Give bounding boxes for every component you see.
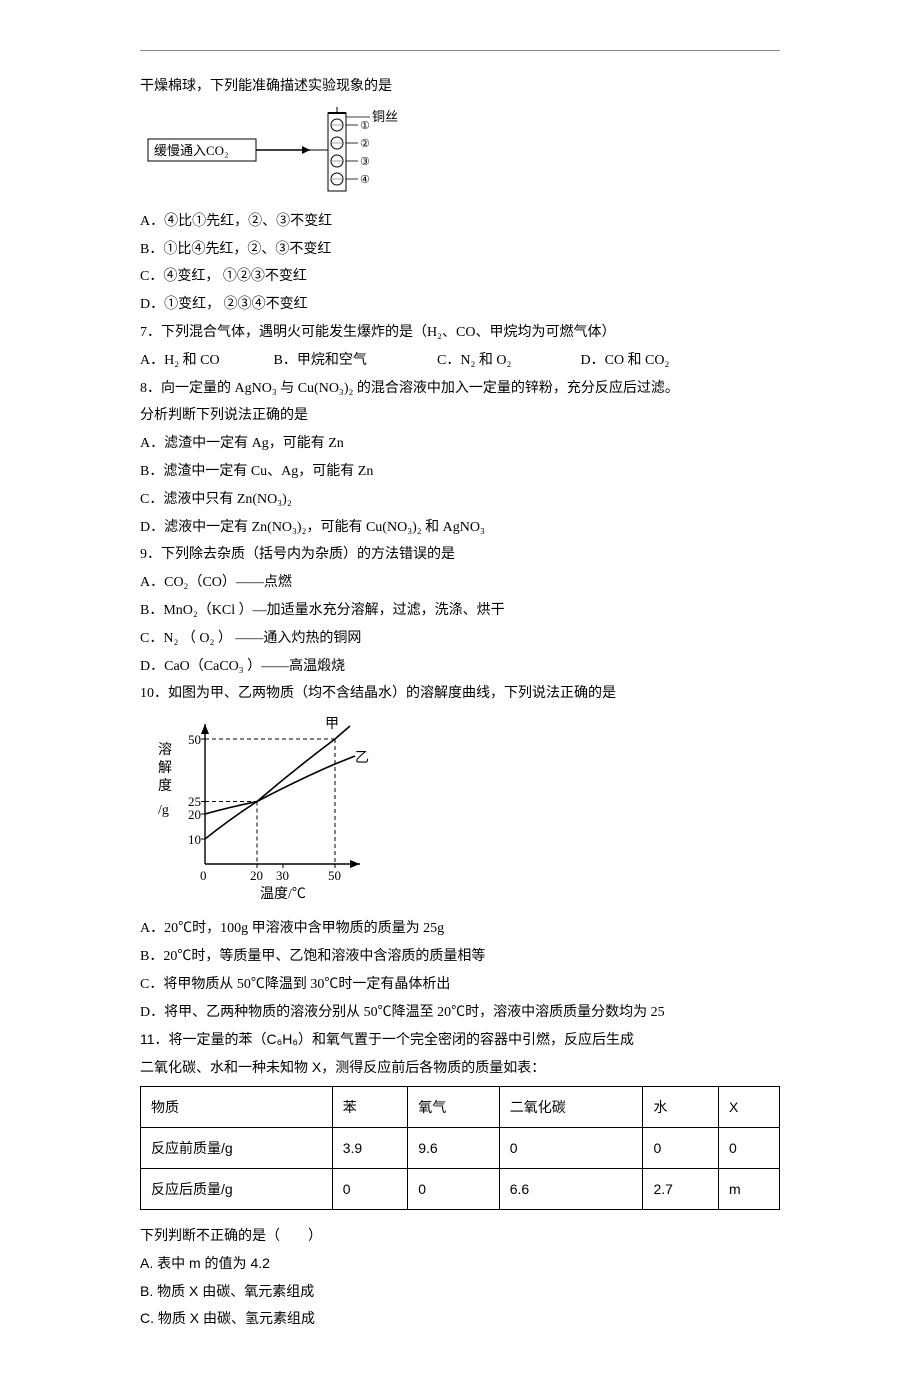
q6-opt-a: A．④比①先红，②、③不变红 xyxy=(140,210,780,234)
q6-opt-b: B．①比④先红，②、③不变红 xyxy=(140,238,780,262)
q11-opt-a: A. 表中 m 的值为 4.2 xyxy=(140,1252,780,1276)
svg-text:50: 50 xyxy=(328,868,341,883)
top-divider xyxy=(140,50,780,51)
copper-wire-label: 铜丝 xyxy=(372,109,398,124)
svg-text:50: 50 xyxy=(188,732,201,747)
svg-text:20: 20 xyxy=(188,807,201,822)
q9-opt-b: B．MnO₂（KCl ）—加适量水充分溶解，过滤，洗涤、烘干 xyxy=(140,599,780,623)
q10-opt-c: C．将甲物质从 50℃降温到 30℃时一定有晶体析出 xyxy=(140,973,780,997)
svg-text:解: 解 xyxy=(158,760,172,776)
svg-text:10: 10 xyxy=(188,832,201,847)
intro-text: 干燥棉球，下列能准确描述实验现象的是 xyxy=(140,75,780,99)
q8-opt-d: D．滤液中一定有 Zn(NO₃)₂，可能有 Cu(NO₃)₂ 和 AgNO₃ xyxy=(140,516,780,540)
q9-opt-d: D．CaO（CaCO₃ ）——高温煅烧 xyxy=(140,655,780,679)
table-row: 物质 苯 氧气 二氧化碳 水 X xyxy=(141,1086,780,1127)
svg-text:0: 0 xyxy=(200,868,207,883)
q11-opt-b: B. 物质 X 由碳、氧元素组成 xyxy=(140,1280,780,1304)
svg-text:度: 度 xyxy=(158,778,172,794)
svg-text:④: ④ xyxy=(360,174,370,186)
q7-opt-d: D．CO 和 CO₂ xyxy=(581,349,670,373)
q10-opt-a: A．20℃时，100g 甲溶液中含甲物质的质量为 25g xyxy=(140,917,780,941)
q8-stem2: 分析判断下列说法正确的是 xyxy=(140,404,780,428)
svg-text:/g: /g xyxy=(158,803,169,818)
q6-opt-d: D．①变红， ②③④不变红 xyxy=(140,293,780,317)
label-yi: 乙 xyxy=(355,750,369,766)
q8-opt-a: A．滤渣中一定有 Ag，可能有 Zn xyxy=(140,432,780,456)
q11-opt-c: C. 物质 X 由碳、氢元素组成 xyxy=(140,1307,780,1331)
svg-text:②: ② xyxy=(360,138,370,150)
th-co2: 二氧化碳 xyxy=(499,1086,643,1127)
q9-opt-a: A．CO₂（CO）——点燃 xyxy=(140,571,780,595)
q9-opt-c: C．N₂ （ O₂ ） ——通入灼热的铜网 xyxy=(140,627,780,651)
svg-text:溶: 溶 xyxy=(158,742,172,758)
q11-stem1: 11．将一定量的苯（C₆H₆）和氧气置于一个完全密闭的容器中引燃，反应后生成 xyxy=(140,1028,780,1052)
q10-opt-b: B．20℃时，等质量甲、乙饱和溶液中含溶质的质量相等 xyxy=(140,945,780,969)
solubility-svg: 10 20 25 50 0 20 30 50 溶 解 度 /g 温度/℃ 甲 xyxy=(150,714,380,904)
q7-stem: 7．下列混合气体，遇明火可能发生爆炸的是（H₂、CO、甲烷均为可燃气体） xyxy=(140,321,780,345)
th-o2: 氧气 xyxy=(408,1086,499,1127)
co2-left-label: 缓慢通入CO₂ xyxy=(154,143,229,158)
q6-opt-c: C．④变红， ①②③不变红 xyxy=(140,265,780,289)
q7-opt-b: B．甲烷和空气 xyxy=(274,349,434,373)
svg-text:20: 20 xyxy=(250,868,263,883)
q8-opt-c: C．滤液中只有 Zn(NO₃)₂ xyxy=(140,488,780,512)
q9-stem: 9．下列除去杂质（括号内为杂质）的方法错误的是 xyxy=(140,543,780,567)
label-jia: 甲 xyxy=(325,717,339,732)
co2-tube-svg: 缓慢通入CO₂ ① ② xyxy=(140,107,440,197)
th-x: X xyxy=(718,1086,779,1127)
q10-opt-d: D．将甲、乙两种物质的溶液分别从 50℃降温至 20℃时，溶液中溶质质量分数均为… xyxy=(140,1001,780,1025)
q7-opts: A．H₂ 和 CO B．甲烷和空气 C．N₂ 和 O₂ D．CO 和 CO₂ xyxy=(140,349,780,373)
q11-stem2: 二氧化碳、水和一种未知物 X，测得反应前后各物质的质量如表： xyxy=(140,1056,780,1080)
solubility-chart: 10 20 25 50 0 20 30 50 溶 解 度 /g 温度/℃ 甲 xyxy=(150,714,780,909)
q7-opt-c: C．N₂ 和 O₂ xyxy=(437,349,577,373)
svg-text:25: 25 xyxy=(188,794,201,809)
q8-stem1: 8．向一定量的 AgNO₃ 与 Cu(NO₃)₂ 的混合溶液中加入一定量的锌粉，… xyxy=(140,377,780,401)
q11-tail: 下列判断不正确的是（ ） xyxy=(140,1224,780,1248)
page: 干燥棉球，下列能准确描述实验现象的是 缓慢通入CO₂ ① xyxy=(0,0,920,1375)
table-row: 反应前质量/g 3.9 9.6 0 0 0 xyxy=(141,1127,780,1168)
q10-stem: 10．如图为甲、乙两物质（均不含结晶水）的溶解度曲线，下列说法正确的是 xyxy=(140,682,780,706)
co2-tube-diagram: 缓慢通入CO₂ ① ② xyxy=(140,107,780,202)
q8-opt-b: B．滤渣中一定有 Cu、Ag，可能有 Zn xyxy=(140,460,780,484)
svg-text:30: 30 xyxy=(276,868,289,883)
svg-text:①: ① xyxy=(360,120,370,132)
th-benzene: 苯 xyxy=(332,1086,408,1127)
svg-text:③: ③ xyxy=(360,156,370,168)
table-row: 反应后质量/g 0 0 6.6 2.7 m xyxy=(141,1168,780,1209)
x-axis-label: 温度/℃ xyxy=(260,886,306,902)
th-substance: 物质 xyxy=(141,1086,333,1127)
q7-opt-a: A．H₂ 和 CO xyxy=(140,349,270,373)
q11-table: 物质 苯 氧气 二氧化碳 水 X 反应前质量/g 3.9 9.6 0 0 0 反… xyxy=(140,1086,780,1210)
th-h2o: 水 xyxy=(643,1086,719,1127)
